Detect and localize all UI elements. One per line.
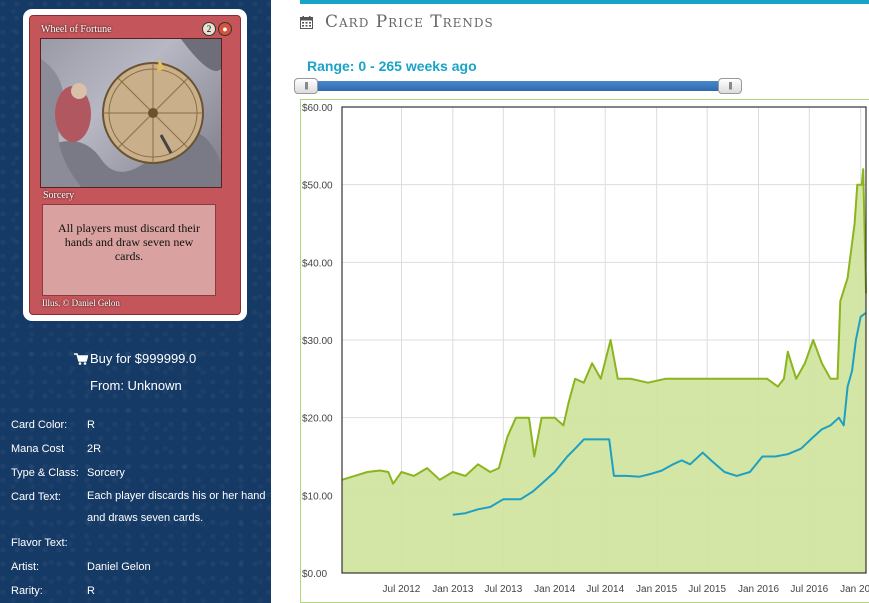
y-tick-label: $20.00 xyxy=(302,414,333,425)
card-name: Wheel of Fortune xyxy=(41,24,112,35)
shopping-cart-icon[interactable] xyxy=(74,353,88,365)
detail-label: Type & Class: xyxy=(11,467,79,479)
card-sidebar: Wheel of Fortune 2 ● xyxy=(0,0,271,603)
detail-label: Flavor Text: xyxy=(11,537,68,549)
range-slider[interactable]: ||| ||| xyxy=(294,78,742,94)
accent-bar xyxy=(300,0,869,4)
card-face: Wheel of Fortune 2 ● xyxy=(29,15,241,315)
card-art-wheel-icon xyxy=(40,38,222,188)
price-area-fill xyxy=(342,169,866,573)
detail-value: Daniel Gelon xyxy=(87,561,151,573)
page-title: Card Price Trends xyxy=(325,12,494,32)
calendar-icon xyxy=(300,15,313,29)
price-series-line-blue xyxy=(452,311,867,516)
price-trend-chart: $0.00 $10.00 $20.00 $30.00 $40.00 $50.00 $60.0… xyxy=(302,103,869,595)
x-tick-label: Jul 2012 xyxy=(383,584,421,595)
buy-section: Buy for $999999.0 From: Unknown xyxy=(74,345,196,399)
detail-label: Card Color: xyxy=(11,419,68,431)
detail-value: 2R xyxy=(87,443,102,455)
card-type-line: Sorcery xyxy=(43,190,75,201)
detail-value: R xyxy=(87,419,95,431)
detail-label: Artist: xyxy=(11,561,40,573)
red-mana-icon: ● xyxy=(218,22,232,36)
card-image: Wheel of Fortune 2 ● xyxy=(23,9,247,321)
x-tick-label: Jan 2016 xyxy=(738,584,780,595)
slider-selected-range[interactable] xyxy=(306,81,718,91)
x-tick-label: Jan 2014 xyxy=(534,584,576,595)
y-tick-label: $60.00 xyxy=(302,103,333,114)
x-tick-label: Jul 2014 xyxy=(586,584,624,595)
price-series-line-green xyxy=(341,168,867,485)
detail-label: Mana Cost xyxy=(11,443,65,455)
range-label: Range: 0 - 265 weeks ago xyxy=(307,58,477,74)
y-tick-label: $0.00 xyxy=(302,569,327,580)
card-mana-cost: 2 ● xyxy=(202,22,232,36)
detail-label: Card Text: xyxy=(11,491,61,503)
x-tick-label: Jul 2013 xyxy=(484,584,522,595)
x-tick-label: Jan 2015 xyxy=(636,584,678,595)
x-tick-label: Jan 2013 xyxy=(432,584,474,595)
slider-handle-max[interactable]: ||| xyxy=(718,78,742,94)
detail-value: Sorcery xyxy=(87,467,125,479)
detail-value: R xyxy=(87,585,95,597)
y-tick-label: $40.00 xyxy=(302,258,333,269)
x-tick-label: Jul 2016 xyxy=(790,584,828,595)
buy-seller: From: Unknown xyxy=(90,378,182,393)
x-tick-label: Jul 2015 xyxy=(688,584,726,595)
card-rules-text: All players must discard their hands and… xyxy=(42,204,216,296)
buy-price-link[interactable]: Buy for $999999.0 xyxy=(90,351,197,366)
detail-value: Each player discards his or her hand and… xyxy=(87,490,266,524)
slider-handle-min[interactable]: ||| xyxy=(294,78,318,94)
generic-mana-symbol: 2 xyxy=(202,22,216,36)
y-tick-label: $30.00 xyxy=(302,336,333,347)
detail-label: Rarity: xyxy=(11,585,43,597)
section-header: Card Price Trends xyxy=(300,10,494,34)
plot-frame xyxy=(341,106,867,574)
x-tick-label: Jan 2017 xyxy=(840,584,869,595)
card-illustrator: Illus. © Daniel Gelon xyxy=(42,298,120,308)
y-tick-label: $10.00 xyxy=(302,491,333,502)
y-tick-label: $50.00 xyxy=(302,181,333,192)
